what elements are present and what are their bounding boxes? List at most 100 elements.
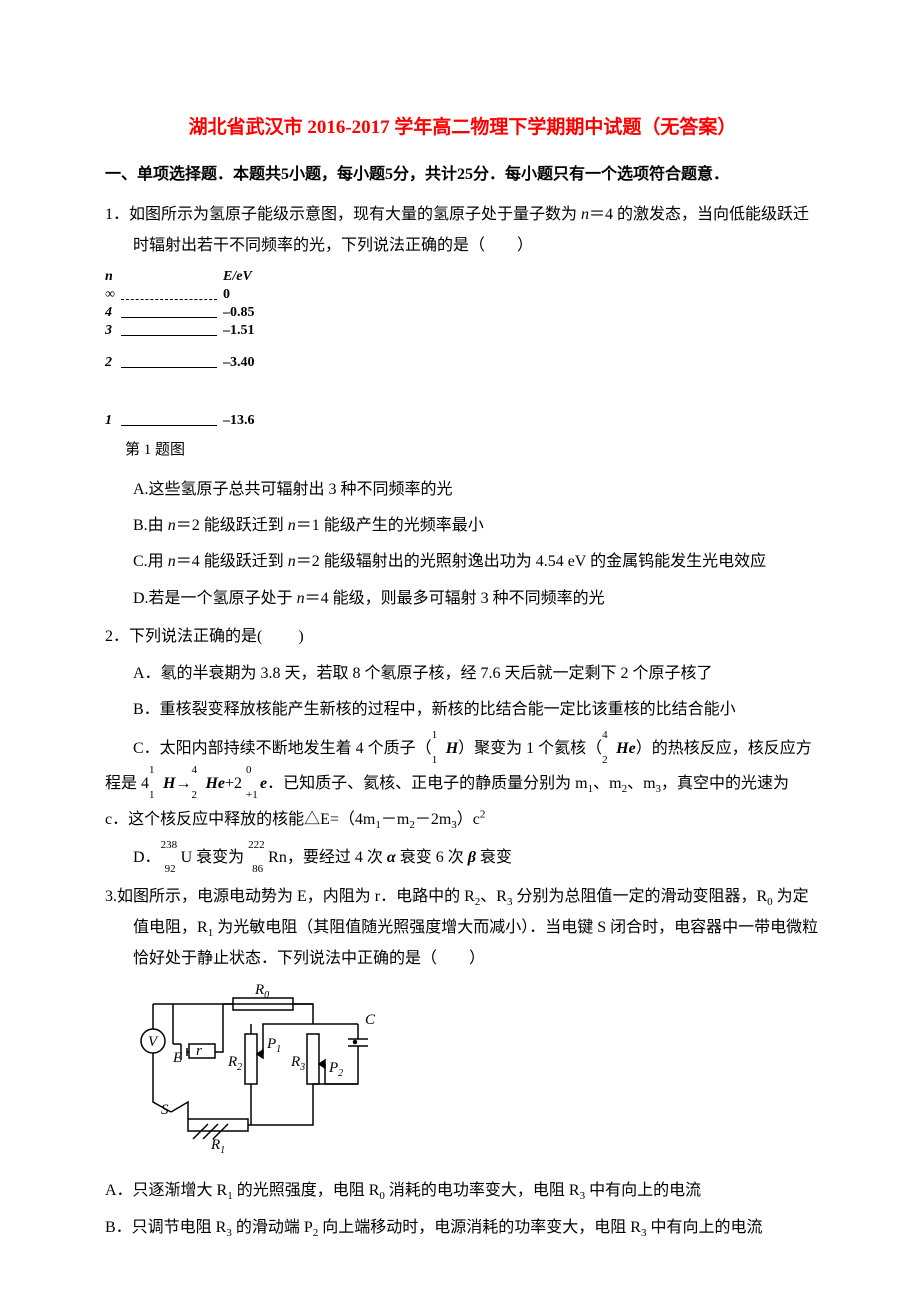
u-atom: 92	[165, 859, 176, 880]
q2d-t3: ，要经过 4 次	[287, 849, 387, 866]
label-c: C	[365, 1012, 376, 1028]
q2c-sq: 2	[480, 809, 486, 821]
q1c-n2: n	[288, 553, 296, 570]
energy-line-4	[121, 317, 217, 318]
energy-val-1: –13.6	[217, 413, 255, 430]
he-mass-2: 4	[191, 758, 197, 782]
he-sym-2: He	[205, 775, 225, 792]
q1-stem-text-a: 1．如图所示为氢原子能级示意图，现有大量的氢原子处于量子数为	[105, 206, 581, 223]
q3s-t3: 分别为总阻值一定的滑动变阻器，R	[512, 888, 767, 905]
q1b-n1: n	[168, 517, 176, 534]
energy-level-diagram: n E/eV ∞ 0 4 –0.85 3 –1.51 2	[105, 269, 820, 430]
q3b-t1: B．只调节电阻 R	[105, 1219, 226, 1236]
q2c-t7: ．已知质子、氦核、正电子的静质量分别为 m	[267, 775, 587, 792]
q2d-t4: 衰变 6 次	[396, 849, 468, 866]
q3-stem: 3.如图所示，电源电动势为 E，内阻为 r．电路中的 R2、R3 分别为总阻值一…	[105, 882, 820, 975]
q1c-t2: ＝4 能级跃迁到	[176, 553, 288, 570]
energy-level-inf: ∞	[105, 287, 121, 304]
q2c-t3: ）的热核反应，核反应方	[636, 740, 812, 757]
label-e: E	[172, 1050, 182, 1066]
question-1: 1．如图所示为氢原子能级示意图，现有大量的氢原子处于量子数为 n＝4 的激发态，…	[105, 200, 820, 614]
q2c-t1: C．太阳内部持续不断地发生着 4 个质子（	[105, 740, 432, 757]
nuclide-h-2: 11H	[163, 766, 175, 801]
q2c-t4: 程是 4	[105, 775, 149, 792]
q3-option-b: B．只调节电阻 R3 的滑动端 P2 向上端移动时，电源消耗的功率变大，电阻 R…	[105, 1213, 820, 1244]
energy-level-3: 3	[105, 323, 121, 340]
q2c-t10: ，真空中的光速为	[661, 775, 789, 792]
h-atom-2: 1	[149, 783, 155, 807]
label-p2: P2	[328, 1060, 343, 1079]
q3s-t2: 、R	[480, 888, 507, 905]
label-r: r	[196, 1043, 202, 1059]
label-v: V	[148, 1034, 159, 1050]
h-atom-1: 1	[432, 748, 438, 772]
q3b-t4: 中有向上的电流	[646, 1219, 762, 1236]
nuclide-e: 0+1e	[260, 766, 267, 801]
label-r3: R3	[290, 1054, 305, 1073]
label-r1: R1	[210, 1137, 225, 1154]
q3a-t4: 中有向上的电流	[585, 1182, 701, 1199]
energy-val-4: –0.85	[217, 305, 255, 322]
h-sym-2: H	[163, 775, 175, 792]
q1c-t3: ＝2 能级辐射出的光照射逸出功为 4.54 eV 的金属钨能发生光电效应	[296, 553, 766, 570]
q1b-t2: ＝2 能级跃迁到	[176, 517, 288, 534]
q1d-t2: ＝4 能级，则最多可辐射 3 种不同频率的光	[305, 590, 605, 607]
q2-option-a: A．氡的半衰期为 3.8 天，若取 8 个氡原子核，经 7.6 天后就一定剩下 …	[105, 659, 820, 689]
q1d-t1: D.若是一个氢原子处于	[133, 590, 297, 607]
u-sym: U	[181, 849, 193, 866]
document-title: 湖北省武汉市 2016-2017 学年高二物理下学期期中试题（无答案）	[105, 110, 820, 146]
energy-level-1: 1	[105, 413, 121, 430]
energy-level-2: 2	[105, 355, 121, 372]
q1-option-d: D.若是一个氢原子处于 n＝4 能级，则最多可辐射 3 种不同频率的光	[105, 584, 820, 614]
circuit-diagram: V E r S R0 R1 R2 R3 P1 P2 C	[133, 984, 820, 1165]
energy-level-4: 4	[105, 305, 121, 322]
beta-symbol: β	[468, 849, 476, 866]
q2c-t9: 、m	[627, 775, 655, 792]
nuclide-h-1: 11H	[446, 731, 458, 766]
q2c-t11: c．这个核反应中释放的核能△E=（4m	[105, 811, 375, 828]
h-mass-2: 1	[149, 758, 155, 782]
energy-header-n: n	[105, 269, 121, 286]
rn-mass: 222	[248, 835, 265, 856]
q3a-t2: 的光照强度，电阻 R	[233, 1182, 380, 1199]
energy-val-inf: 0	[217, 287, 230, 304]
nuclide-u: 23892U	[181, 843, 193, 873]
e-sym: e	[260, 775, 267, 792]
q2-option-c: C．太阳内部持续不断地发生着 4 个质子（11H）聚变为 1 个氦核（42He）…	[105, 731, 820, 837]
question-3: 3.如图所示，电源电动势为 E，内阻为 r．电路中的 R2、R3 分别为总阻值一…	[105, 882, 820, 1244]
rn-sym: Rn	[268, 849, 287, 866]
q1-option-c: C.用 n＝4 能级跃迁到 n＝2 能级辐射出的光照射逸出功为 4.54 eV …	[105, 547, 820, 577]
nuclide-he-1: 42He	[616, 731, 636, 766]
q1b-t3: ＝1 能级产生的光频率最小	[296, 517, 484, 534]
q3a-t1: A．只逐渐增大 R	[105, 1182, 227, 1199]
q2c-t6: +2	[225, 775, 242, 792]
alpha-symbol: α	[387, 849, 396, 866]
q1-stem-n: n	[581, 206, 589, 223]
q1-option-a: A.这些氢原子总共可辐射出 3 种不同频率的光	[105, 475, 820, 505]
energy-line-1	[121, 425, 217, 426]
energy-val-2: –3.40	[217, 355, 255, 372]
q3s-t1: 3.如图所示，电源电动势为 E，内阻为 r．电路中的 R	[105, 888, 475, 905]
nuclide-rn: 22286Rn	[268, 843, 287, 873]
q2-option-d: D．23892U 衰变为 22286Rn，要经过 4 次 α 衰变 6 次 β …	[105, 843, 820, 873]
q1c-t1: C.用	[133, 553, 168, 570]
e-mass: 0	[246, 758, 252, 782]
q1-option-b: B.由 n＝2 能级跃迁到 n＝1 能级产生的光频率最小	[105, 511, 820, 541]
nuclide-he-2: 42He	[205, 766, 225, 801]
q1d-n1: n	[297, 590, 305, 607]
q2c-t2: ）聚变为 1 个氦核（	[458, 740, 602, 757]
q3a-t3: 消耗的电功率变大，电阻 R	[385, 1182, 580, 1199]
q2-option-b: B．重核裂变释放核能产生新核的过程中，新核的比结合能一定比该重核的比结合能小	[105, 695, 820, 725]
label-s: S	[161, 1102, 169, 1118]
q1-stem: 1．如图所示为氢原子能级示意图，现有大量的氢原子处于量子数为 n＝4 的激发态，…	[105, 200, 820, 261]
q3-option-a: A．只逐渐增大 R1 的光照强度，电阻 R0 消耗的电功率变大，电阻 R3 中有…	[105, 1176, 820, 1207]
he-sym-1: He	[616, 740, 636, 757]
energy-line-2	[121, 367, 217, 368]
question-2: 2．下列说法正确的是( ) A．氡的半衰期为 3.8 天，若取 8 个氡原子核，…	[105, 622, 820, 874]
he-mass-1: 4	[602, 723, 608, 747]
q1b-t1: B.由	[133, 517, 168, 534]
q2d-t1: D．	[133, 849, 161, 866]
q3b-t2: 的滑动端 P	[232, 1219, 313, 1236]
energy-val-3: –1.51	[217, 323, 255, 340]
q1b-n2: n	[288, 517, 296, 534]
